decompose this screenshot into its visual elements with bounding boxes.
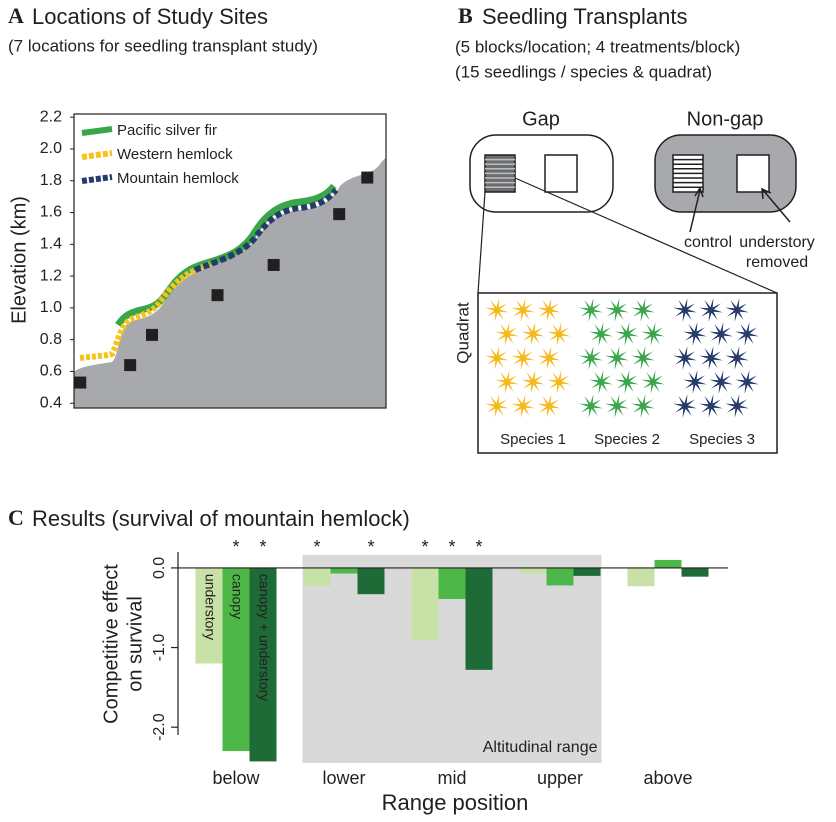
chart-title: Locations of Study Sites bbox=[32, 4, 268, 29]
diagram-title: Seedling Transplants bbox=[482, 4, 687, 29]
page: {"chart_data": [ {"type": "scatter", "pa… bbox=[0, 0, 836, 822]
legend-swatch bbox=[82, 129, 112, 133]
y-tick-label: 1.4 bbox=[40, 236, 62, 253]
bar bbox=[466, 568, 493, 670]
bar bbox=[628, 568, 655, 586]
significance-marker: * bbox=[259, 537, 266, 557]
quadrat-label: Quadrat bbox=[453, 302, 472, 364]
panel-letter: A bbox=[8, 3, 24, 28]
y-tick-label: 1.2 bbox=[40, 267, 62, 284]
site-marker bbox=[212, 289, 224, 301]
y-axis-label: Competitive effect bbox=[100, 564, 122, 724]
site-marker bbox=[333, 208, 345, 220]
terrain bbox=[74, 158, 386, 408]
site-marker bbox=[74, 377, 86, 389]
bar bbox=[358, 568, 385, 594]
species-label: Species 2 bbox=[594, 431, 660, 448]
diagram-subtitle: (15 seedlings / species & quadrat) bbox=[455, 62, 712, 81]
site-marker bbox=[146, 329, 158, 341]
chart-title: Results (survival of mountain hemlock) bbox=[32, 506, 410, 531]
y-tick-label: 2.0 bbox=[40, 140, 62, 157]
y-tick-label: 1.0 bbox=[40, 299, 62, 316]
legend-swatch bbox=[82, 177, 112, 181]
bar bbox=[520, 568, 547, 574]
removed-quadrat bbox=[737, 155, 769, 192]
x-tick-label: upper bbox=[537, 768, 583, 788]
x-tick-label: above bbox=[643, 768, 692, 788]
diagram-subtitle: (5 blocks/location; 4 treatments/block) bbox=[455, 37, 740, 56]
non-gap-label: Non-gap bbox=[687, 108, 764, 130]
y-tick-label: 0.4 bbox=[40, 394, 62, 411]
y-tick-label: 0.8 bbox=[40, 331, 62, 348]
significance-marker: * bbox=[232, 537, 239, 557]
bar bbox=[682, 568, 709, 577]
y-tick-label: 0.6 bbox=[40, 363, 62, 380]
species-label: Species 1 bbox=[500, 431, 566, 448]
x-tick-label: below bbox=[212, 768, 260, 788]
chart-subtitle: (7 locations for seedling transplant stu… bbox=[8, 36, 318, 55]
y-tick-label: -2.0 bbox=[151, 713, 168, 741]
bar bbox=[439, 568, 466, 599]
significance-marker: * bbox=[448, 537, 455, 557]
removed-quadrat bbox=[545, 155, 577, 192]
y-tick-label: -1.0 bbox=[151, 634, 168, 662]
gap-label: Gap bbox=[522, 108, 560, 130]
site-marker bbox=[124, 359, 136, 371]
significance-marker: * bbox=[421, 537, 428, 557]
series-label: canopy bbox=[229, 574, 245, 619]
legend-label: Pacific silver fir bbox=[117, 122, 217, 139]
significance-marker: * bbox=[313, 537, 320, 557]
series-label: canopy + understory bbox=[256, 574, 272, 701]
x-tick-label: mid bbox=[437, 768, 466, 788]
site-marker bbox=[361, 172, 373, 184]
bar bbox=[655, 560, 682, 568]
x-tick-label: lower bbox=[322, 768, 365, 788]
panel-letter: B bbox=[458, 3, 473, 28]
bar bbox=[304, 568, 331, 586]
bar bbox=[331, 568, 358, 574]
bar bbox=[547, 568, 574, 586]
y-tick-label: 2.2 bbox=[40, 108, 62, 125]
quadrat-detail bbox=[478, 293, 777, 453]
y-axis-label: on survival bbox=[124, 596, 146, 692]
panel-letter: C bbox=[8, 505, 24, 530]
legend-swatch bbox=[82, 153, 112, 157]
y-tick-label: 1.8 bbox=[40, 172, 62, 189]
legend-label: Western hemlock bbox=[117, 146, 233, 163]
legend-label: Mountain hemlock bbox=[117, 170, 239, 187]
x-axis-label: Range position bbox=[382, 790, 529, 815]
figure: A Locations of Study Sites (7 locations … bbox=[0, 0, 836, 822]
series-label: understory bbox=[202, 574, 218, 640]
y-tick-label: 0.0 bbox=[151, 557, 168, 579]
removed-label: understory bbox=[739, 234, 815, 251]
bar bbox=[574, 568, 601, 576]
y-tick-label: 1.6 bbox=[40, 204, 62, 221]
significance-marker: * bbox=[367, 537, 374, 557]
y-axis-label: Elevation (km) bbox=[8, 196, 30, 324]
species-label: Species 3 bbox=[689, 431, 755, 448]
control-label: control bbox=[684, 234, 732, 251]
shaded-range-label: Altitudinal range bbox=[483, 739, 598, 756]
removed-label: removed bbox=[746, 254, 808, 271]
site-marker bbox=[268, 259, 280, 271]
significance-marker: * bbox=[475, 537, 482, 557]
bar bbox=[412, 568, 439, 640]
